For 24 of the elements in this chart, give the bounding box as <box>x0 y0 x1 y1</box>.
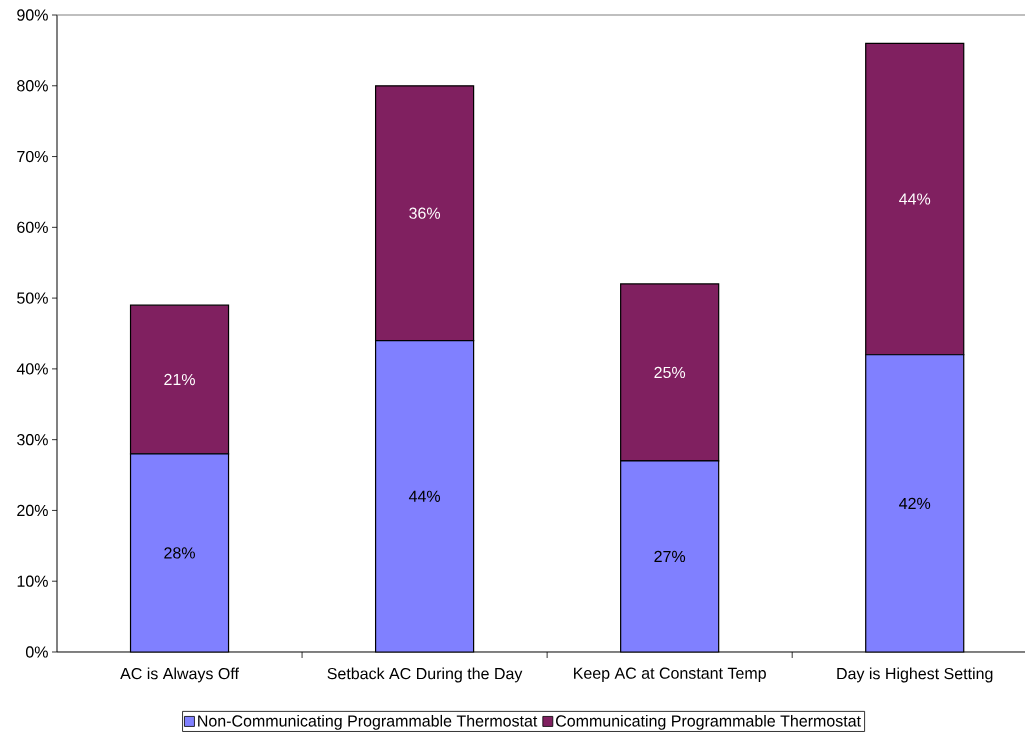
data-label: 44% <box>899 193 931 205</box>
data-label: 42% <box>899 497 931 509</box>
data-label: 44% <box>408 490 441 502</box>
legend-label: Communicating Programmable Thermostat <box>556 714 861 730</box>
y-tick-label: 60% <box>17 221 48 233</box>
x-tick-label: Setback AC During the Day <box>327 667 523 683</box>
y-tick-label: 20% <box>17 504 48 517</box>
data-label: 21% <box>164 373 195 386</box>
y-tick-label: 40% <box>16 363 48 375</box>
x-tick-label: Day is Highest Setting <box>837 667 993 683</box>
data-label: 25% <box>654 366 686 379</box>
x-tick-label: AC is Always Off <box>120 667 239 683</box>
y-tick-label: 70% <box>17 150 48 163</box>
y-tick-label: 30% <box>17 434 48 446</box>
y-tick-label: 10% <box>17 575 48 587</box>
data-label: 36% <box>409 207 441 219</box>
y-tick-label: 50% <box>17 292 48 304</box>
legend-label: Non-Communicating Programmable Thermostat <box>198 714 538 730</box>
data-label: 27% <box>654 550 686 563</box>
y-tick-label: 80% <box>17 80 48 92</box>
data-label: 28% <box>164 547 195 559</box>
y-tick-label: 0% <box>25 646 48 658</box>
y-tick-label: 90% <box>17 9 48 21</box>
x-tick-label: Keep AC at Constant Temp <box>574 667 766 683</box>
